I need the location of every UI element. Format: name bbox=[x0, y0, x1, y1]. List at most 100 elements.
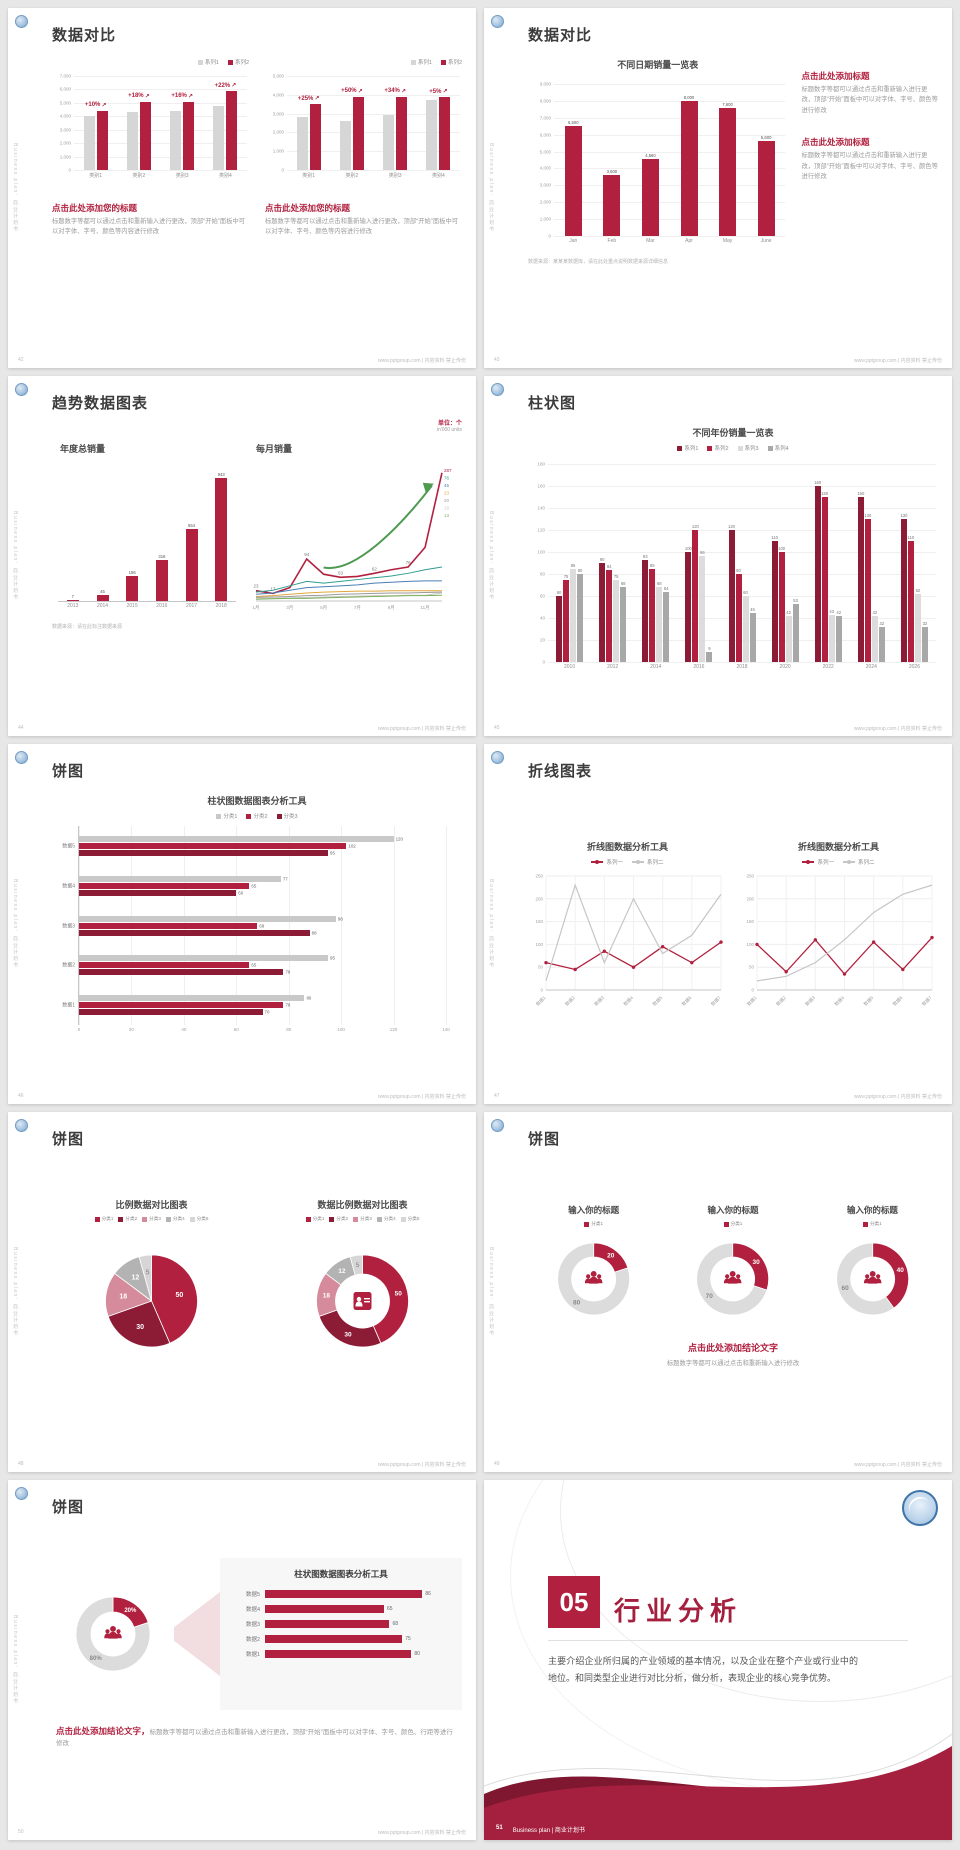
slide-49[interactable]: Business plan．商业计划书 饼图 输入你的标题 分类1 20 80 输… bbox=[484, 1112, 952, 1472]
slide-48[interactable]: Business plan．商业计划书 饼图 比例数据对比图表 分类1 分类2 … bbox=[8, 1112, 476, 1472]
bar-value-label: 95 bbox=[330, 955, 335, 961]
data-point bbox=[719, 940, 723, 944]
company-logo-icon bbox=[902, 1490, 938, 1526]
gridline bbox=[548, 486, 936, 487]
bar-value-label: 60 bbox=[743, 590, 748, 596]
line-chart-svg: 1月 3月 5月 7月 9月 11月 287 76 45 23 20 18 13 23 17 94 53 62 76 bbox=[253, 468, 452, 611]
person-head bbox=[356, 1296, 362, 1302]
bar bbox=[396, 96, 408, 170]
bar bbox=[680, 100, 698, 236]
legend-swatch bbox=[737, 445, 743, 451]
slide-title: 饼图 bbox=[52, 1499, 85, 1516]
page-number: 48 bbox=[18, 1461, 24, 1467]
x-axis-label: 11月 bbox=[421, 605, 430, 611]
x-axis-label: 数据4 bbox=[622, 994, 635, 1007]
side-vertical-text: Business plan．商业计划书 bbox=[12, 143, 18, 233]
person-head bbox=[116, 1629, 121, 1634]
legend-item: 分类1 bbox=[305, 1216, 324, 1222]
bar-plot: 0 20 40 60 80 100 120 140 数据5 120 102 95 数据4 77 65 60 数据… bbox=[62, 826, 450, 1032]
percent-text: +5% bbox=[429, 88, 442, 95]
gridline bbox=[74, 89, 247, 91]
legend-item: 分类4 bbox=[165, 1216, 185, 1222]
horizontal-bar-chart: 0 20 40 60 80 100 120 140 数据5 120 102 95 数据4 77 65 60 数据… bbox=[52, 824, 462, 1036]
x-axis-label: 类别1 bbox=[302, 173, 316, 179]
arrow-up-right-icon: ↗ bbox=[442, 89, 448, 96]
grouped-bar-chart: 180 160 140 120 100 80 60 40 20 0 2010 60 75 85 80 2012… bbox=[528, 456, 938, 674]
y-axis-label: 3,000 bbox=[539, 182, 551, 188]
slide-50[interactable]: Business plan．商业计划书 饼图 20% 80% 柱状图数据图表分析工… bbox=[8, 1480, 476, 1840]
x-axis-label: 80 bbox=[286, 1027, 292, 1032]
legend-line-swatch bbox=[591, 860, 604, 864]
percent-change-label: +18% ↗ bbox=[128, 93, 150, 100]
x-axis-label: 2018 bbox=[736, 664, 748, 670]
bar-value-label: 7,600 bbox=[722, 101, 733, 107]
percent-text: +10% bbox=[84, 102, 101, 109]
donut-chart: 40 60 bbox=[807, 1231, 938, 1327]
icon-line bbox=[364, 1298, 370, 1300]
slide-title: 饼图 bbox=[52, 763, 85, 780]
bar bbox=[706, 652, 713, 662]
trend-arrow bbox=[323, 485, 433, 570]
bar bbox=[864, 519, 871, 662]
chart-column: 系列1 系列2 5,000 4,000 3,000 2,000 1,000 0 类别1 +25… bbox=[265, 58, 462, 350]
slide-43[interactable]: Business plan．商业计划书 数据对比 不同日期销量一览表 9,000… bbox=[484, 8, 952, 368]
person-head bbox=[586, 1274, 591, 1279]
bar bbox=[663, 591, 670, 662]
percent-change-label: +34% ↗ bbox=[384, 88, 406, 95]
bar bbox=[309, 104, 321, 170]
legend-swatch bbox=[723, 1221, 729, 1227]
bar-value-label: 110 bbox=[907, 535, 915, 540]
slide-42[interactable]: Business plan．商业计划书 数据对比 系列1 系列2 7,000 6,… bbox=[8, 8, 476, 368]
conclusion-block: 点击此处添加结论文字 标题数字等都可以通过点击和重新输入进行修改 bbox=[528, 1341, 938, 1367]
person-head bbox=[110, 1626, 116, 1632]
bar-value-label: 43 bbox=[829, 608, 835, 614]
slide-44[interactable]: Business plan．商业计划书 趋势数据图表 单位：个 in'000 u… bbox=[8, 376, 476, 736]
bar-value-label: 80 bbox=[414, 1651, 420, 1657]
footer-site-text: www.pptgroup.com | 内容资料 禁止传份 bbox=[378, 726, 466, 732]
slide-47[interactable]: Business plan．商业计划书 折线图表 折线图数据分析工具 系列一 系… bbox=[484, 744, 952, 1104]
block-body: 标题数字等都可以通过点击和重新输入进行更改，顶部“开始”面板中可以对字体、字号、… bbox=[801, 86, 938, 114]
x-axis-label: June bbox=[760, 238, 772, 244]
pie-slice bbox=[362, 1254, 409, 1344]
bar-chart: 2013 7 2014 45 2015 196 2016 316 2017 554 2018 943 bbox=[52, 461, 238, 613]
bar bbox=[556, 596, 563, 662]
slide-footer: 49 www.pptgroup.com | 内容资料 禁止传份 bbox=[494, 1461, 942, 1468]
chart-row: 20% 80% 柱状图数据图表分析工具 数据5 86 数据4 65 数据3 68 数据2 75 数… bbox=[52, 1558, 462, 1710]
legend-label: 分类3 bbox=[360, 1216, 372, 1221]
slide-45[interactable]: Business plan．商业计划书 柱状图 不同年份销量一览表 系列1 系列… bbox=[484, 376, 952, 736]
bar-value-label: 98 bbox=[337, 916, 343, 921]
grouped-bar-chart: 5,000 4,000 3,000 2,000 1,000 0 类别1 +25% ↗ 类别2 +50… bbox=[265, 70, 462, 182]
page-number: 43 bbox=[494, 357, 500, 363]
bar bbox=[215, 478, 228, 601]
legend-line-swatch bbox=[632, 860, 644, 864]
slide-51[interactable]: 05 行业分析 主要介绍企业所归属的产业领域的基本情况，以及企业在整个产业或行业… bbox=[484, 1480, 952, 1840]
gridline bbox=[548, 640, 936, 641]
donut-chart-svg: 50 30 18 12 5 bbox=[316, 1254, 409, 1348]
bar bbox=[835, 615, 842, 662]
legend-label: 分类4 bbox=[172, 1216, 185, 1221]
data-point bbox=[901, 967, 905, 972]
slide-content: 不同年份销量一览表 系列1 系列2 系列3 系列4 180 160 140 120 10… bbox=[528, 426, 938, 718]
legend-item: 分类5 bbox=[400, 1216, 419, 1222]
slide-46[interactable]: Business plan．商业计划书 饼图 柱状图数据图表分析工具 分类1 分… bbox=[8, 744, 476, 1104]
bar bbox=[139, 101, 151, 170]
arrow-up-right-icon: ↗ bbox=[357, 88, 363, 95]
donut-chart-svg: 20% 80% bbox=[75, 1596, 151, 1672]
bar bbox=[170, 110, 182, 170]
x-axis-label: 数据2 bbox=[774, 994, 787, 1007]
slide-title: 饼图 bbox=[52, 1131, 85, 1148]
bar-value-label: 75 bbox=[613, 573, 619, 579]
point-label: 53 bbox=[338, 570, 344, 575]
bar-value-label: 75 bbox=[405, 1636, 411, 1642]
x-axis-label: 数据6 bbox=[680, 994, 693, 1007]
legend-label: 分类2 bbox=[253, 814, 268, 820]
bar-value-label: 42 bbox=[872, 609, 878, 615]
arrow-up-right-icon: ↗ bbox=[231, 83, 237, 90]
gridline bbox=[74, 143, 247, 145]
person-head bbox=[105, 1629, 110, 1634]
chart-legend: 分类1 分类2 分类3 bbox=[52, 812, 462, 820]
x-axis-label: 2012 bbox=[607, 664, 619, 670]
bar-plot: 2013 7 2014 45 2015 196 2016 316 2017 554 2018 943 bbox=[58, 471, 237, 609]
legend-item: 系列一 bbox=[591, 858, 623, 866]
bar bbox=[599, 563, 606, 662]
